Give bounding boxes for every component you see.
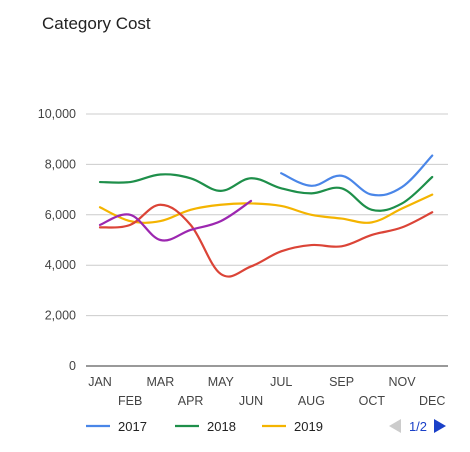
legend-next-icon[interactable] [434, 419, 446, 433]
y-tick-label: 10,000 [38, 107, 76, 121]
x-tick-label: JUL [270, 375, 292, 389]
chart-title: Category Cost [42, 14, 151, 33]
y-tick-label: 4,000 [45, 258, 76, 272]
x-tick-label: OCT [359, 394, 386, 408]
series-line-2019 [98, 193, 434, 224]
series-line-2018 [98, 173, 434, 212]
y-tick-label: 6,000 [45, 208, 76, 222]
x-tick-label: JAN [88, 375, 112, 389]
legend: 2017 2018 2019 [86, 419, 323, 434]
legend-label: 2018 [207, 419, 236, 434]
x-tick-label: AUG [298, 394, 325, 408]
gridlines [86, 113, 448, 367]
legend-label: 2019 [294, 419, 323, 434]
x-tick-label: SEP [329, 375, 354, 389]
legend-page-indicator: 1/2 [409, 419, 427, 434]
legend-pager: 1/2 [389, 419, 446, 434]
series-lines [98, 154, 434, 278]
series-line-unnamed-3 [98, 203, 434, 278]
legend-prev-icon[interactable] [389, 419, 401, 433]
x-tick-label: DEC [419, 394, 445, 408]
y-axis-tick-labels: 0 2,000 4,000 6,000 8,000 10,000 [38, 107, 76, 373]
series-line-unnamed-4 [98, 199, 253, 242]
x-tick-label: NOV [388, 375, 416, 389]
x-tick-label: FEB [118, 394, 142, 408]
y-tick-label: 0 [69, 359, 76, 373]
x-tick-label: MAR [147, 375, 175, 389]
x-tick-label: APR [178, 394, 204, 408]
x-tick-label: MAY [208, 375, 235, 389]
y-tick-label: 8,000 [45, 157, 76, 171]
y-tick-label: 2,000 [45, 309, 76, 323]
legend-label: 2017 [118, 419, 147, 434]
series-line-2017 [280, 154, 434, 197]
x-tick-label: JUN [239, 394, 263, 408]
